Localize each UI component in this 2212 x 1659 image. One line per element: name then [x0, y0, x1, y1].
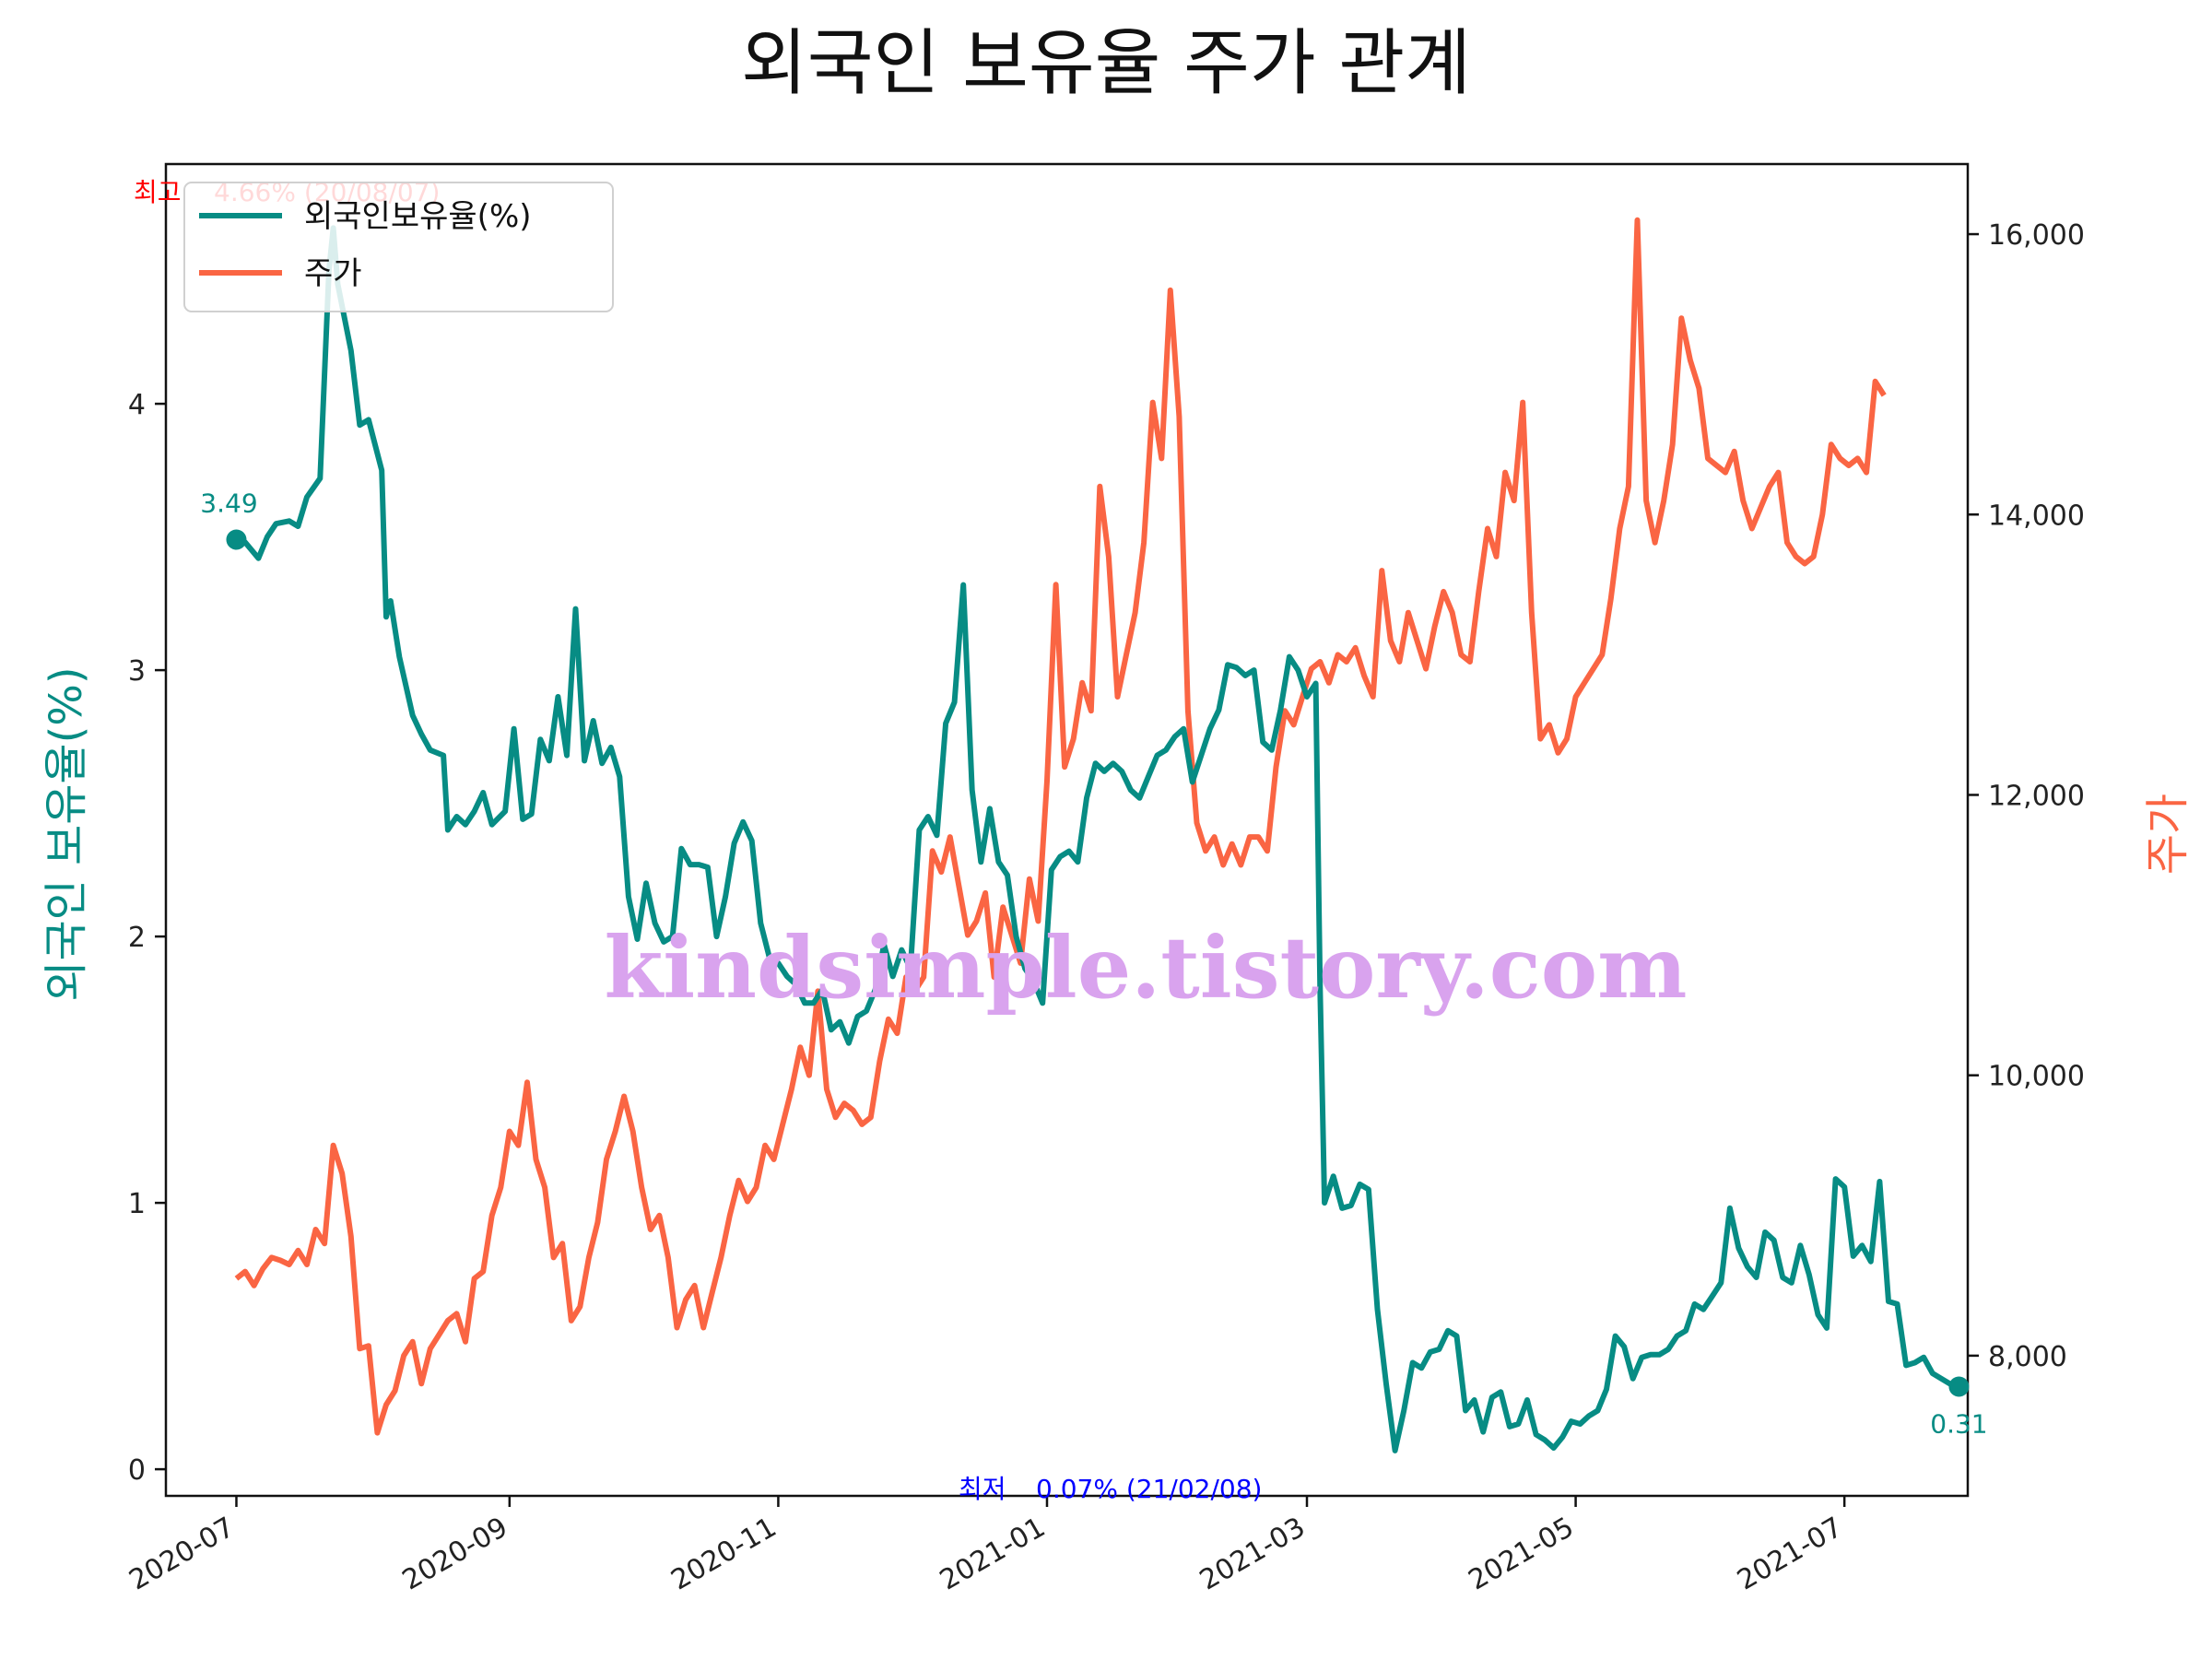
left-tick-label: 2 — [128, 922, 146, 954]
legend-label-foreign-ratio: 외국인보유율(%) — [304, 198, 532, 235]
right-tick-label: 12,000 — [1988, 780, 2085, 812]
x-tick-label: 2020-07 — [124, 1512, 240, 1597]
legend: 외국인보유율(%) 주가 — [183, 182, 614, 312]
left-tick-label: 3 — [128, 655, 146, 688]
x-tick-label: 2021-07 — [1732, 1512, 1848, 1597]
endpoint-marker — [226, 529, 247, 550]
x-tick-label: 2020-11 — [665, 1512, 782, 1597]
series-line-stock-price — [234, 217, 1887, 1436]
series-layer — [234, 217, 1960, 1453]
left-y-axis: 0 1 2 3 4 — [128, 389, 166, 1487]
plot-border — [164, 162, 1970, 1498]
right-tick-label: 16,000 — [1988, 219, 2085, 252]
right-tick-label: 8,000 — [1988, 1341, 2067, 1373]
right-y-axis: 8,000 10,000 12,000 14,000 16,000 — [1968, 219, 2085, 1373]
right-tick-label: 10,000 — [1988, 1061, 2085, 1093]
x-tick-label: 2021-03 — [1194, 1512, 1311, 1597]
x-tick-label: 2021-05 — [1464, 1512, 1580, 1597]
x-tick-label: 2021-01 — [935, 1512, 1051, 1597]
y-axis-label-left: 외국인 보유율(%) — [41, 666, 92, 1001]
x-axis: 2020-07 2020-09 2020-11 2021-01 2021-03 2021-… — [124, 1496, 1848, 1597]
markers-layer: 3.49 0.31 — [200, 488, 1987, 1439]
chart-title: 외국인 보유율 주가 관계 — [741, 22, 1471, 105]
max-annotation-label: 최고 — [134, 177, 182, 207]
min-annotation-value: 0.07% (21/02/08) — [1036, 1474, 1262, 1504]
left-tick-label: 4 — [128, 389, 146, 421]
watermark-text: kindsimple.tistory.com — [604, 918, 1687, 1018]
plot-area — [164, 162, 1970, 1498]
endpoint-label: 0.31 — [1930, 1409, 1987, 1440]
legend-box — [183, 182, 614, 312]
legend-label-stock-price: 주가 — [304, 255, 362, 292]
y-axis-label-right: 주가 — [2142, 794, 2194, 875]
left-tick-label: 1 — [128, 1188, 146, 1220]
x-tick-label: 2020-09 — [397, 1512, 513, 1597]
min-annotation-label: 최저 — [959, 1474, 1006, 1504]
right-tick-label: 14,000 — [1988, 500, 2085, 532]
left-tick-label: 0 — [128, 1454, 146, 1487]
endpoint-label: 3.49 — [200, 488, 257, 518]
endpoint-marker — [1948, 1376, 1970, 1397]
series-line-foreign-ratio — [235, 225, 1960, 1453]
